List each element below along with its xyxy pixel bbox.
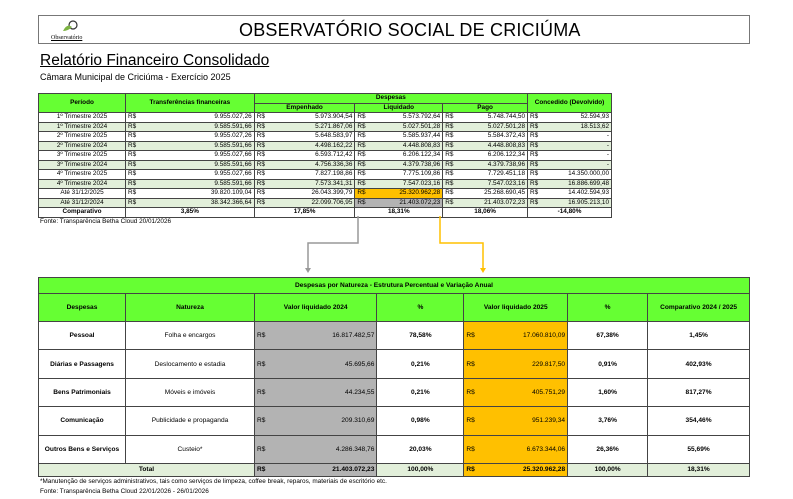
currency-label: R$ <box>254 377 268 408</box>
total-pct-2025: 100,00% <box>567 462 649 477</box>
total-comparativo: 18,31% <box>647 462 750 477</box>
pct-2024: 0,98% <box>376 406 465 436</box>
total-2024: 21.403.072,23 <box>267 462 378 477</box>
total-row: Total R$ 21.403.072,23 100,00% R$ 25.320.962,… <box>38 462 750 477</box>
comparativo-row: Comparativo 3,85% 17,85% 18,31% 18,06% -14,80… <box>38 207 612 218</box>
table-row: Até 31/12/2024 R$ 38.342.366,64 R$ 22.099.70… <box>38 197 613 208</box>
expense-category: Diárias e Passagens <box>38 349 126 379</box>
pct-2025: 0,91% <box>567 349 649 379</box>
col-concedido: Concedido (Devolvido) <box>527 93 612 113</box>
currency-label: R$ <box>254 349 268 379</box>
expense-category: Comunicação <box>38 406 126 436</box>
table-row: Pessoal Folha e encargos R$ 16.817.482,57 78… <box>38 320 750 351</box>
table-row: 4º Trimestre 2024 R$ 9.585.591,66 R$ 7.573.3… <box>38 178 613 189</box>
comparativo-value: 817,27% <box>647 377 750 408</box>
pct-2025: 1,60% <box>567 377 649 408</box>
pct-2025: 3,76% <box>567 406 649 436</box>
col-comparativo: Comparativo 2024 / 2025 <box>647 293 750 322</box>
col-transferencias: Transferências financeiras <box>125 93 255 113</box>
expense-nature: Custeio* <box>125 434 255 464</box>
col-natureza: Natureza <box>125 293 255 322</box>
currency-label: R$ <box>463 320 477 351</box>
col-despesas: Despesas <box>38 293 126 322</box>
observatorio-logo: Observatório <box>51 19 91 41</box>
table2-title: Despesas por Natureza - Estrutura Percen… <box>38 277 750 294</box>
connector-2024 <box>307 216 359 270</box>
table-row: Até 31/12/2025 R$ 39.820.109,04 R$ 26.043.39… <box>38 188 613 199</box>
currency-label: R$ <box>254 406 268 436</box>
col-valor-2024: Valor liquidado 2024 <box>253 293 378 322</box>
value-2024: 4.286.348,76 <box>267 434 378 464</box>
expense-category: Bens Patrimoniais <box>38 377 126 408</box>
report-subtitle: Câmara Municipal de Criciúma - Exercício… <box>40 72 231 82</box>
comparativo-value: 55,69% <box>647 434 750 464</box>
comparativo-value: 1,45% <box>647 320 750 351</box>
financial-summary-table: Período Transferências financeiras Despe… <box>38 93 613 218</box>
value-2024: 209.310,69 <box>267 406 378 436</box>
value-2025: 229.817,50 <box>476 349 569 379</box>
expense-category: Outros Bens e Serviços <box>38 434 126 464</box>
value-2025: 17.060.810,09 <box>476 320 569 351</box>
table-row: Bens Patrimoniais Móveis e imóveis R$ 44.23… <box>38 377 750 408</box>
expenses-by-nature-table: Despesas por Natureza - Estrutura Percen… <box>38 277 750 477</box>
currency-label: R$ <box>463 462 477 477</box>
table-row: Comunicação Publicidade e propaganda R$ 209… <box>38 406 750 436</box>
value-2024: 45.695,66 <box>267 349 378 379</box>
value-2025: 6.673.344,06 <box>476 434 569 464</box>
arrow-2025 <box>480 268 486 273</box>
expense-nature: Deslocamento e estadia <box>125 349 255 379</box>
col-periodo: Período <box>38 93 126 113</box>
comparativo-value: 354,46% <box>647 406 750 436</box>
report-header: Observatório OBSERVATÓRIO SOCIAL DE CRIC… <box>38 15 750 44</box>
comparativo-conc: -14,80% <box>527 207 612 218</box>
comparativo-label: Comparativo <box>38 207 126 218</box>
table-row: Outros Bens e Serviços Custeio* R$ 4.286.34… <box>38 434 750 464</box>
value-2025: 951.239,34 <box>476 406 569 436</box>
col-pct-2025: % <box>567 293 649 322</box>
value-2025: 405.751,29 <box>476 377 569 408</box>
value-2024: 44.234,55 <box>267 377 378 408</box>
pct-2024: 78,58% <box>376 320 465 351</box>
currency-label: R$ <box>463 349 477 379</box>
expense-nature: Folha e encargos <box>125 320 255 351</box>
total-2025: 25.320.962,28 <box>476 462 569 477</box>
table-row: 4º Trimestre 2025 R$ 9.955.027,66 R$ 7.827.1… <box>38 169 613 180</box>
pct-2024: 0,21% <box>376 349 465 379</box>
pct-2024: 0,21% <box>376 377 465 408</box>
logo-text: Observatório <box>51 35 83 41</box>
col-valor-2025: Valor liquidado 2025 <box>463 293 569 322</box>
currency-label: R$ <box>254 434 268 464</box>
comparativo-transf: 3,85% <box>125 207 255 218</box>
expense-nature: Móveis e imóveis <box>125 377 255 408</box>
report-title: Relatório Financeiro Consolidado <box>40 52 270 69</box>
comparativo-value: 402,93% <box>647 349 750 379</box>
table1-source: Fonte: Transparência Betha Cloud 20/01/2… <box>40 218 172 225</box>
currency-label: R$ <box>254 320 268 351</box>
pct-2025: 67,38% <box>567 320 649 351</box>
connector-2025 <box>439 216 484 270</box>
col-pct-2024: % <box>376 293 465 322</box>
currency-label: R$ <box>463 406 477 436</box>
currency-label: R$ <box>463 434 477 464</box>
total-pct-2024: 100,00% <box>376 462 465 477</box>
pct-2025: 26,36% <box>567 434 649 464</box>
organization-name: OBSERVATÓRIO SOCIAL DE CRICIÚMA <box>239 20 581 40</box>
table-row: 2º Trimestre 2024 R$ 9.585.591,66 R$ 4.498.1… <box>38 140 613 151</box>
expense-category: Pessoal <box>38 320 126 351</box>
pct-2024: 20,03% <box>376 434 465 464</box>
arrow-2024 <box>305 268 311 273</box>
currency-label: R$ <box>463 377 477 408</box>
total-label: Total <box>38 462 255 477</box>
footnote: *Manutenção de serviços administrativos,… <box>40 478 387 485</box>
table-row: Diárias e Passagens Deslocamento e estadi… <box>38 349 750 379</box>
table2-source: Fonte: Transparência Betha Cloud 22/01/2… <box>40 488 209 495</box>
currency-label: R$ <box>254 462 268 477</box>
value-2024: 16.817.482,57 <box>267 320 378 351</box>
expense-nature: Publicidade e propaganda <box>125 406 255 436</box>
